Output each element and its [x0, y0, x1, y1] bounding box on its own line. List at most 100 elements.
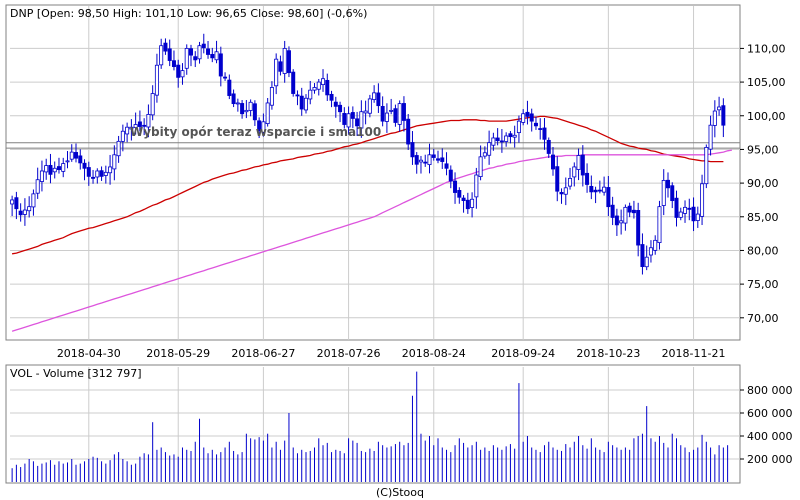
candle [133, 112, 138, 135]
candle [91, 169, 96, 184]
candle [201, 33, 206, 54]
candle-body [22, 209, 27, 215]
candle [401, 96, 406, 132]
candle-body [274, 58, 279, 87]
candle [610, 196, 615, 226]
candle-body [695, 213, 700, 221]
candle-body [355, 118, 360, 127]
volume-y-tick-label: 600 000 [747, 407, 793, 420]
candle-body [436, 158, 441, 161]
candle-body [631, 209, 636, 214]
candle [231, 89, 236, 108]
candle [325, 73, 330, 101]
candle-body [674, 197, 679, 218]
candle [657, 200, 662, 250]
candle-body [457, 190, 462, 198]
candle [218, 46, 223, 87]
candle-body [86, 167, 91, 177]
candle-body [542, 127, 547, 140]
candle-body [65, 160, 70, 163]
candle-body [308, 89, 313, 100]
candle-body [499, 140, 504, 143]
price-y-tick-label: 100,00 [747, 110, 786, 123]
candle-body [163, 42, 168, 52]
candle [414, 152, 419, 174]
candle-body [563, 187, 568, 195]
candle [580, 145, 585, 187]
volume-y-axis: 200 000 400 000 600 000 800 000 [740, 384, 793, 466]
candle-body [614, 215, 619, 226]
candle-body [665, 179, 670, 189]
candle-body [712, 110, 717, 126]
candle-body [99, 170, 104, 177]
candle [423, 154, 428, 167]
candle [167, 39, 172, 67]
candle [142, 118, 147, 136]
candle-body [108, 166, 113, 174]
candle-body [478, 156, 483, 177]
candle-body [644, 256, 649, 268]
candle-body [423, 161, 428, 164]
candle-body [589, 185, 594, 193]
candle [372, 85, 377, 103]
candle [499, 129, 504, 153]
candle-body [35, 179, 40, 194]
candle-body [453, 180, 458, 193]
candle-body [610, 204, 615, 218]
price-x-tick-label: 2018-04-30 [57, 347, 121, 360]
candle-body [184, 48, 189, 69]
candle-body [18, 210, 23, 216]
candle [150, 85, 155, 121]
candle-body [231, 93, 236, 105]
price-y-tick-label: 95,00 [747, 143, 779, 156]
candle-body [359, 111, 364, 129]
candle-body [363, 110, 368, 114]
candle-body [201, 43, 206, 49]
price-y-tick-label: 85,00 [747, 211, 779, 224]
annotation-text: Wybity opór teraz wsparcie i sma100 [130, 125, 381, 139]
sma-line [11, 115, 724, 255]
candle-body [286, 50, 291, 74]
candle-body [465, 199, 470, 210]
candle [125, 122, 130, 143]
candle [333, 96, 338, 118]
candle-body [312, 87, 317, 91]
candle [78, 149, 83, 170]
candle [393, 104, 398, 127]
candle [18, 203, 23, 222]
candle-body [125, 126, 130, 135]
candle [61, 157, 66, 178]
candle [74, 143, 79, 163]
candle [22, 198, 27, 226]
candle-body [291, 71, 296, 94]
candle [470, 192, 475, 218]
candle-body [521, 113, 526, 123]
candle-body [691, 206, 696, 222]
candle [418, 155, 423, 174]
candle [410, 131, 415, 165]
candle [176, 59, 181, 88]
candle-body [717, 106, 722, 111]
candle [112, 145, 117, 181]
candle-body [252, 103, 257, 121]
candle [602, 176, 607, 196]
candle-body [495, 137, 500, 142]
candle [436, 150, 441, 164]
candle-body [82, 162, 87, 169]
candle-body [648, 247, 653, 256]
candle [674, 190, 679, 227]
candle [712, 100, 717, 138]
candle [197, 41, 202, 64]
price-x-axis: 2018-04-30 2018-05-29 2018-06-27 2018-07-26… [57, 347, 726, 360]
candle [453, 172, 458, 204]
candle-body [137, 121, 142, 127]
candle [206, 40, 211, 59]
candle-body [440, 157, 445, 162]
candle-body [329, 93, 334, 101]
candle [48, 153, 53, 184]
candle-body [52, 167, 57, 173]
candle-body [487, 142, 492, 156]
candle [708, 115, 713, 156]
candle [576, 148, 581, 181]
candle-body [321, 78, 326, 86]
